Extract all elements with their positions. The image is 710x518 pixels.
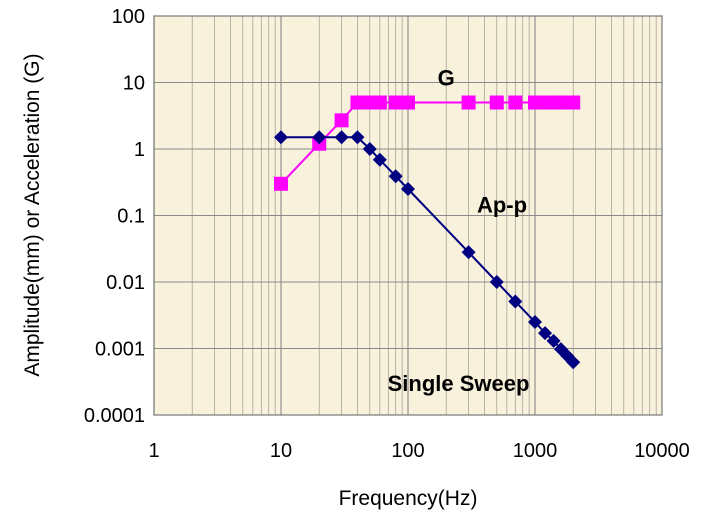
annotation-label: Single Sweep — [388, 371, 530, 396]
data-point-ap-p — [461, 245, 476, 260]
data-point-ap-p — [546, 333, 561, 348]
data-point-ap-p — [274, 130, 288, 145]
data-point-g — [401, 95, 415, 110]
data-point-ap-p — [372, 152, 387, 167]
x-tick-label: 10000 — [634, 440, 690, 462]
series-g — [274, 95, 581, 191]
x-tick-label: 1 — [148, 440, 159, 462]
y-tick-label: 10 — [123, 73, 145, 95]
annotation-label: G — [438, 66, 455, 91]
annotations: G Ap-p Single Sweep — [388, 66, 530, 396]
x-tick-label: 100 — [391, 440, 424, 462]
grid-lines — [153, 16, 662, 415]
y-tick-label: 1 — [134, 139, 145, 161]
data-point-g — [350, 95, 365, 110]
series-ap-p — [274, 130, 581, 370]
data-point-g — [274, 176, 288, 191]
data-point-g — [461, 95, 476, 110]
x-tick-label: 1000 — [513, 440, 558, 462]
data-point-ap-p — [538, 326, 553, 341]
series-layer — [274, 95, 581, 370]
y-tick-label: 0.0001 — [84, 405, 145, 427]
data-point-ap-p — [401, 182, 415, 197]
data-point-g — [508, 95, 523, 110]
data-point-ap-p — [312, 130, 327, 145]
data-point-ap-p — [362, 142, 377, 156]
y-tick-label: 0.1 — [117, 206, 145, 228]
data-point-g — [372, 95, 387, 110]
data-point-g — [334, 113, 349, 128]
y-tick-label: 0.001 — [95, 339, 145, 361]
annotation-label: Ap-p — [477, 193, 527, 218]
data-point-ap-p — [508, 294, 523, 309]
data-point-g — [566, 95, 581, 110]
data-point-ap-p — [334, 130, 349, 145]
y-tick-label: 0.01 — [106, 272, 145, 294]
y-axis-title: Amplitude(mm) or Acceleration (G) — [21, 53, 44, 376]
data-point-ap-p — [388, 169, 403, 184]
data-point-ap-p — [350, 130, 365, 145]
data-point-g — [388, 95, 403, 110]
plot-frame — [153, 15, 663, 416]
x-axis-title: Frequency(Hz) — [339, 487, 478, 510]
data-point-ap-p — [528, 315, 542, 330]
y-tick-label: 100 — [112, 6, 145, 28]
tick-labels: 1 10 100 1000 10000 100 10 1 0.1 0.01 0.001 0.0001 — [84, 6, 690, 462]
data-point-ap-p — [489, 275, 504, 289]
data-point-ap-p — [566, 355, 581, 370]
x-tick-label: 10 — [270, 440, 292, 462]
data-point-g — [489, 95, 504, 110]
